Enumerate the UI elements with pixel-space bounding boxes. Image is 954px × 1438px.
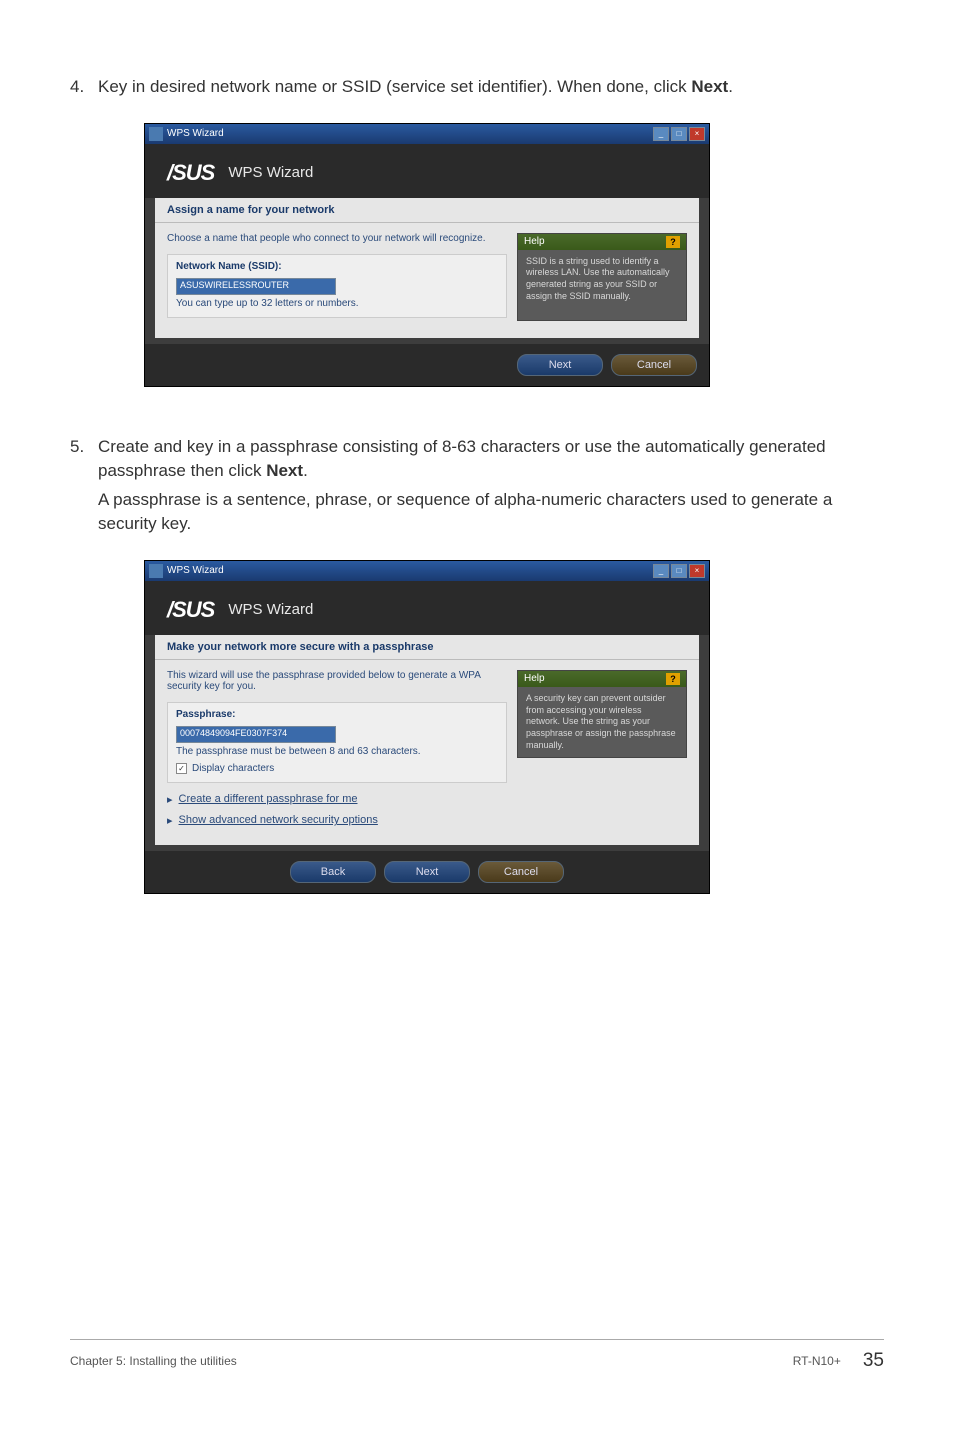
wizard-body: Assign a name for your network Choose a … xyxy=(155,198,699,338)
wizard-footer: Next Cancel xyxy=(145,344,709,386)
wizard-header: /SUS WPS Wizard xyxy=(145,144,709,198)
cancel-button[interactable]: Cancel xyxy=(478,861,564,883)
titlebar-text: WPS Wizard xyxy=(167,128,224,139)
app-icon xyxy=(149,564,163,578)
help-header: Help ? xyxy=(518,234,686,250)
ssid-label: Network Name (SSID): xyxy=(176,261,498,272)
right-column: Help ? A security key can prevent outsid… xyxy=(517,670,687,831)
step-number: 4. xyxy=(70,75,98,105)
titlebar: WPS Wizard _ □ × xyxy=(145,124,709,144)
wizard-header: /SUS WPS Wizard xyxy=(145,581,709,635)
wizard-2-screenshot: WPS Wizard _ □ × /SUS WPS Wizard Make yo… xyxy=(144,560,884,894)
close-button[interactable]: × xyxy=(689,564,705,578)
footer-page-number: 35 xyxy=(863,1350,884,1372)
ssid-input[interactable]: ASUSWIRELESSROUTER xyxy=(176,278,336,295)
wizard-footer: Back Next Cancel xyxy=(145,851,709,893)
chevron-right-icon: ▸ xyxy=(167,793,173,806)
maximize-button[interactable]: □ xyxy=(671,127,687,141)
display-chars-row: ✓ Display characters xyxy=(176,763,498,774)
help-box: Help ? A security key can prevent outsid… xyxy=(517,670,687,758)
link-create-passphrase[interactable]: ▸ Create a different passphrase for me xyxy=(167,789,507,810)
wizard-window: WPS Wizard _ □ × /SUS WPS Wizard Assign … xyxy=(144,123,710,387)
page-footer: Chapter 5: Installing the utilities RT-N… xyxy=(70,1339,884,1372)
help-body: SSID is a string used to identify a wire… xyxy=(518,250,686,320)
wizard-window: WPS Wizard _ □ × /SUS WPS Wizard Make yo… xyxy=(144,560,710,894)
passphrase-label: Passphrase: xyxy=(176,709,498,720)
step-text: Key in desired network name or SSID (ser… xyxy=(98,75,884,105)
chevron-right-icon: ▸ xyxy=(167,814,173,827)
link-advanced-options[interactable]: ▸ Show advanced network security options xyxy=(167,810,507,831)
step-text: Create and key in a passphrase consistin… xyxy=(98,435,884,542)
back-button[interactable]: Back xyxy=(290,861,376,883)
step-5: 5. Create and key in a passphrase consis… xyxy=(70,435,884,542)
display-chars-checkbox[interactable]: ✓ xyxy=(176,763,187,774)
asus-logo: /SUS xyxy=(167,597,214,623)
help-title: Help xyxy=(524,673,545,684)
maximize-button[interactable]: □ xyxy=(671,564,687,578)
link-text: Create a different passphrase for me xyxy=(179,793,358,805)
section-header: Make your network more secure with a pas… xyxy=(155,635,699,660)
help-box: Help ? SSID is a string used to identify… xyxy=(517,233,687,321)
step-4: 4. Key in desired network name or SSID (… xyxy=(70,75,884,105)
wizard-body: Make your network more secure with a pas… xyxy=(155,635,699,845)
next-button[interactable]: Next xyxy=(384,861,470,883)
minimize-button[interactable]: _ xyxy=(653,564,669,578)
cancel-button[interactable]: Cancel xyxy=(611,354,697,376)
ssid-hint: You can type up to 32 letters or numbers… xyxy=(176,298,498,309)
help-icon: ? xyxy=(666,236,680,248)
description: This wizard will use the passphrase prov… xyxy=(167,670,507,692)
help-body: A security key can prevent outsider from… xyxy=(518,687,686,757)
help-title: Help xyxy=(524,236,545,247)
step-number: 5. xyxy=(70,435,98,542)
minimize-button[interactable]: _ xyxy=(653,127,669,141)
footer-chapter: Chapter 5: Installing the utilities xyxy=(70,1354,237,1368)
help-header: Help ? xyxy=(518,671,686,687)
left-column: Choose a name that people who connect to… xyxy=(167,233,507,324)
footer-model: RT-N10+ xyxy=(793,1354,841,1368)
description: Choose a name that people who connect to… xyxy=(167,233,507,244)
close-button[interactable]: × xyxy=(689,127,705,141)
field-group: Passphrase: 00074849094FE0307F374 The pa… xyxy=(167,702,507,783)
next-button[interactable]: Next xyxy=(517,354,603,376)
right-column: Help ? SSID is a string used to identify… xyxy=(517,233,687,324)
left-column: This wizard will use the passphrase prov… xyxy=(167,670,507,831)
link-text: Show advanced network security options xyxy=(179,814,378,826)
wizard-content: Choose a name that people who connect to… xyxy=(155,223,699,328)
asus-logo: /SUS xyxy=(167,160,214,186)
wizard-content: This wizard will use the passphrase prov… xyxy=(155,660,699,835)
titlebar-text: WPS Wizard xyxy=(167,565,224,576)
wizard-1-screenshot: WPS Wizard _ □ × /SUS WPS Wizard Assign … xyxy=(144,123,884,387)
help-icon: ? xyxy=(666,673,680,685)
app-icon xyxy=(149,127,163,141)
field-group: Network Name (SSID): ASUSWIRELESSROUTER … xyxy=(167,254,507,318)
titlebar: WPS Wizard _ □ × xyxy=(145,561,709,581)
wizard-title: WPS Wizard xyxy=(228,601,313,618)
window-buttons: _ □ × xyxy=(653,564,705,578)
display-chars-label: Display characters xyxy=(192,763,274,774)
window-buttons: _ □ × xyxy=(653,127,705,141)
section-header: Assign a name for your network xyxy=(155,198,699,223)
passphrase-hint: The passphrase must be between 8 and 63 … xyxy=(176,746,498,757)
passphrase-input[interactable]: 00074849094FE0307F374 xyxy=(176,726,336,743)
wizard-title: WPS Wizard xyxy=(228,164,313,181)
